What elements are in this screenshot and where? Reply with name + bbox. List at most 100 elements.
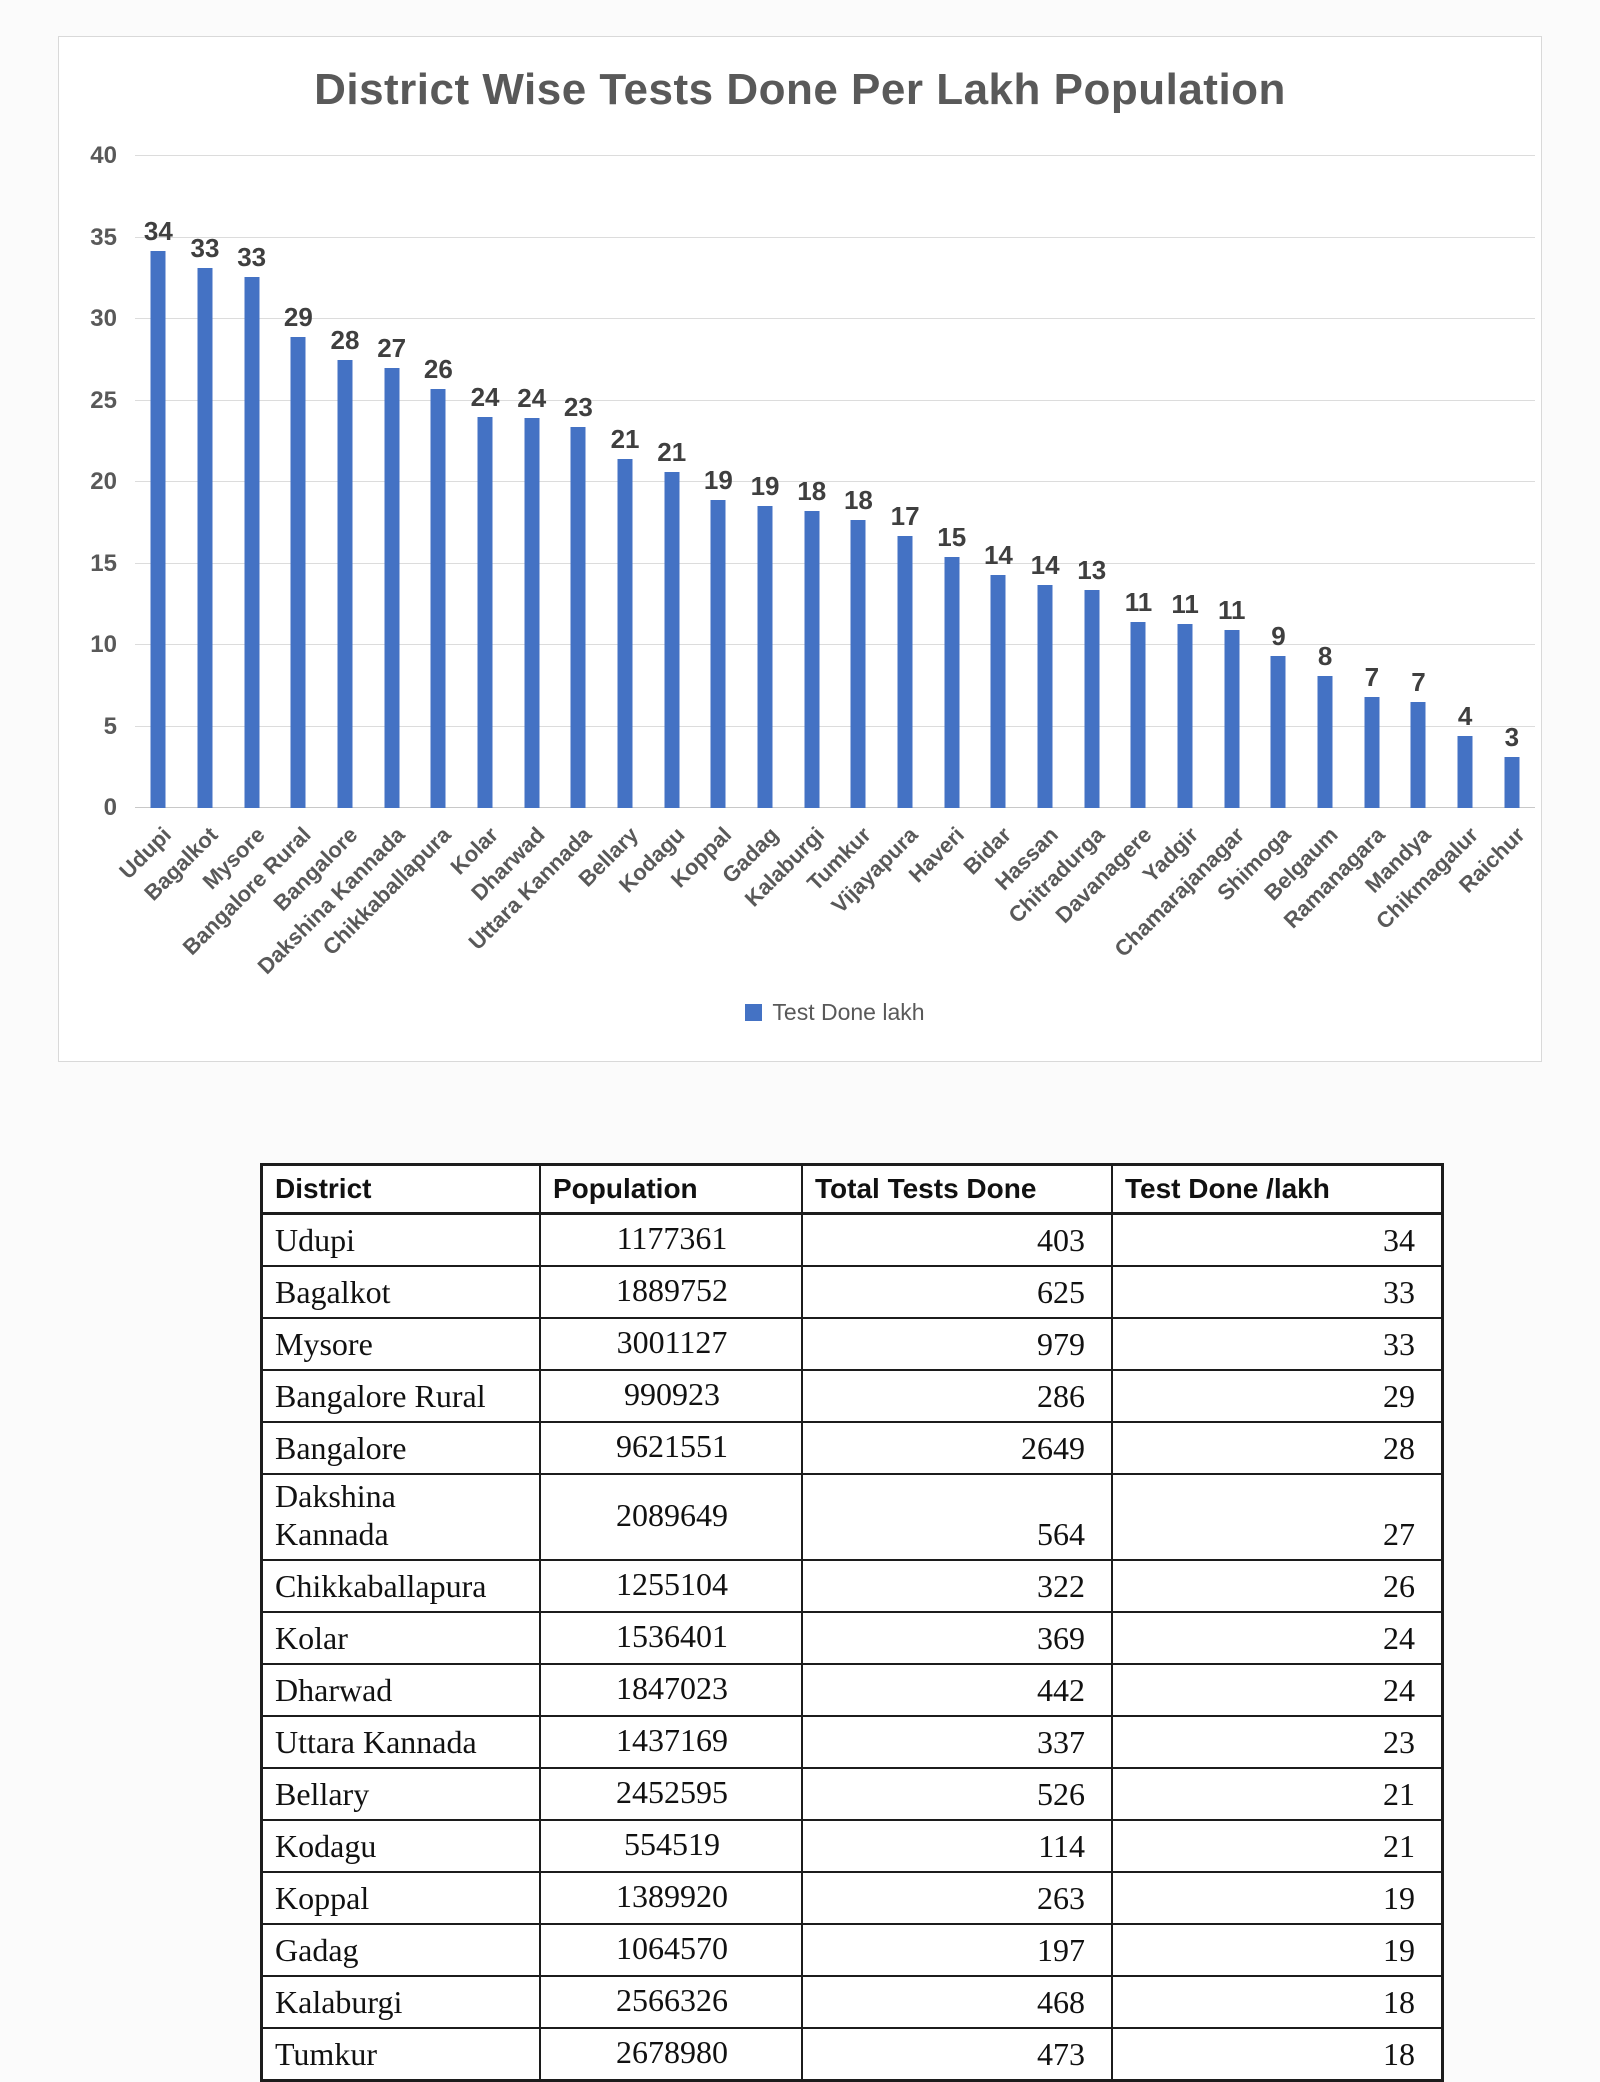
- bar: [710, 499, 726, 808]
- district-tests-table: District Population Total Tests Done Test D…: [260, 1163, 1444, 2082]
- gridline: [135, 481, 1535, 482]
- tests-per-lakh-cell: 28: [1111, 1421, 1444, 1475]
- table-row: Bellary 2452595 526 21: [260, 1766, 1444, 1821]
- column-header: Population: [539, 1163, 803, 1215]
- bar-category: 14: [975, 156, 1022, 808]
- table-row: Chikkaballapura 1255104 322 26: [260, 1558, 1444, 1613]
- column-header: Test Done /lakh: [1111, 1163, 1444, 1215]
- bar-data-label: 7: [1411, 667, 1426, 698]
- bar: [1410, 702, 1426, 808]
- bar: [1504, 757, 1520, 808]
- table-row: Kalaburgi 2566326 468 18: [260, 1974, 1444, 2029]
- bar-category: 9: [1255, 156, 1302, 808]
- total-tests-cell: 442: [801, 1662, 1113, 1717]
- table-header-row: District Population Total Tests Done Test D…: [260, 1163, 1444, 1215]
- table-row: Bangalore Rural 990923 286 29: [260, 1369, 1444, 1423]
- district-cell: Koppal: [260, 1870, 541, 1925]
- total-tests-cell: 286: [801, 1369, 1113, 1423]
- population-cell: 9621551: [539, 1421, 803, 1475]
- total-tests-cell: 526: [801, 1766, 1113, 1821]
- district-cell: Bagalkot: [260, 1265, 541, 1319]
- bar: [757, 506, 773, 808]
- bar: [1130, 622, 1146, 808]
- tests-per-lakh-cell: 18: [1111, 2026, 1444, 2081]
- bar-category: 21: [602, 156, 649, 808]
- district-cell: Udupi: [260, 1212, 541, 1267]
- gridline: [135, 236, 1535, 238]
- total-tests-cell: 322: [801, 1558, 1113, 1613]
- column-header: District: [260, 1163, 541, 1215]
- bar-data-label: 33: [237, 241, 267, 272]
- plot-area: 0 5 10 15 20 25 30 35 40 34 33 33 29 28 27 26 24 24 23 21 2…: [90, 144, 1535, 979]
- bar-data-label: 11: [1124, 587, 1153, 618]
- district-cell: Bangalore: [260, 1421, 541, 1475]
- bar-category: 18: [835, 156, 882, 808]
- y-axis-tick-label: 20: [90, 468, 117, 495]
- bar-category: 33: [228, 156, 275, 808]
- bar-category: 4: [1442, 156, 1489, 808]
- table-row: Bangalore 9621551 2649 28: [260, 1421, 1444, 1475]
- y-axis-tick-label: 5: [103, 712, 117, 740]
- bar: [290, 336, 306, 808]
- bar-data-label: 14: [1030, 549, 1060, 580]
- bar-data-label: 7: [1364, 662, 1380, 693]
- bar-category: 28: [322, 156, 369, 808]
- legend-swatch-icon: [745, 1004, 763, 1021]
- population-cell: 2089649: [539, 1473, 803, 1561]
- chart-legend: Test Done lakh: [135, 999, 1535, 1026]
- table-row: Mysore 3001127 979 33: [260, 1317, 1444, 1371]
- bar-category: 8: [1302, 156, 1349, 808]
- bar-category: 24: [508, 156, 555, 808]
- population-cell: 1389920: [539, 1870, 803, 1925]
- gridline: [135, 399, 1535, 401]
- gridline: [135, 644, 1535, 645]
- bar-data-label: 11: [1171, 588, 1199, 619]
- bar: [384, 367, 400, 808]
- population-cell: 554519: [539, 1818, 803, 1873]
- total-tests-cell: 564: [801, 1473, 1113, 1561]
- bar-category: 27: [368, 156, 415, 808]
- bar: [244, 276, 260, 808]
- bar-category: 26: [415, 156, 462, 808]
- district-cell: Dharwad: [260, 1662, 541, 1717]
- bar-category: 29: [275, 156, 322, 808]
- bar-data-label: 34: [143, 215, 173, 246]
- total-tests-cell: 403: [801, 1212, 1113, 1267]
- bar: [1037, 584, 1053, 808]
- bar-category: 13: [1068, 156, 1115, 808]
- population-cell: 2566326: [539, 1974, 803, 2029]
- district-cell: Kolar: [260, 1610, 541, 1665]
- gridline: [135, 562, 1535, 564]
- tests-per-lakh-cell: 26: [1111, 1558, 1444, 1613]
- total-tests-cell: 263: [801, 1870, 1113, 1925]
- population-cell: 2678980: [539, 2026, 803, 2081]
- bar: [664, 472, 680, 808]
- table-header: District Population Total Tests Done Test D…: [260, 1163, 1444, 1215]
- bar-category: 23: [555, 156, 602, 808]
- chart-panel: District Wise Tests Done Per Lakh Popula…: [58, 36, 1542, 1062]
- district-cell: Kodagu: [260, 1818, 541, 1873]
- bar: [197, 268, 213, 808]
- x-axis-labels: Udupi Bagalkot Mysore Bangalore Rural Bangal…: [114, 808, 1535, 998]
- bar-data-label: 18: [797, 476, 827, 507]
- tests-per-lakh-cell: 23: [1111, 1714, 1444, 1769]
- legend-label: Test Done lakh: [772, 999, 925, 1025]
- tests-per-lakh-cell: 18: [1111, 1974, 1444, 2029]
- total-tests-cell: 625: [801, 1265, 1113, 1319]
- bar-category: 34: [135, 156, 182, 808]
- bar-category: 15: [928, 156, 975, 808]
- population-cell: 1437169: [539, 1714, 803, 1769]
- tests-per-lakh-cell: 21: [1111, 1766, 1444, 1821]
- bar: [524, 418, 540, 808]
- bar-data-label: 26: [423, 354, 453, 385]
- table-row: Gadag 1064570 197 19: [260, 1922, 1444, 1977]
- total-tests-cell: 979: [801, 1317, 1113, 1371]
- total-tests-cell: 473: [801, 2026, 1113, 2081]
- district-cell: Mysore: [260, 1317, 541, 1371]
- district-cell: Kalaburgi: [260, 1974, 541, 2029]
- bar: [990, 574, 1006, 808]
- bar-category: 11: [1162, 156, 1209, 808]
- population-cell: 2452595: [539, 1766, 803, 1821]
- bar-data-label: 19: [750, 471, 780, 502]
